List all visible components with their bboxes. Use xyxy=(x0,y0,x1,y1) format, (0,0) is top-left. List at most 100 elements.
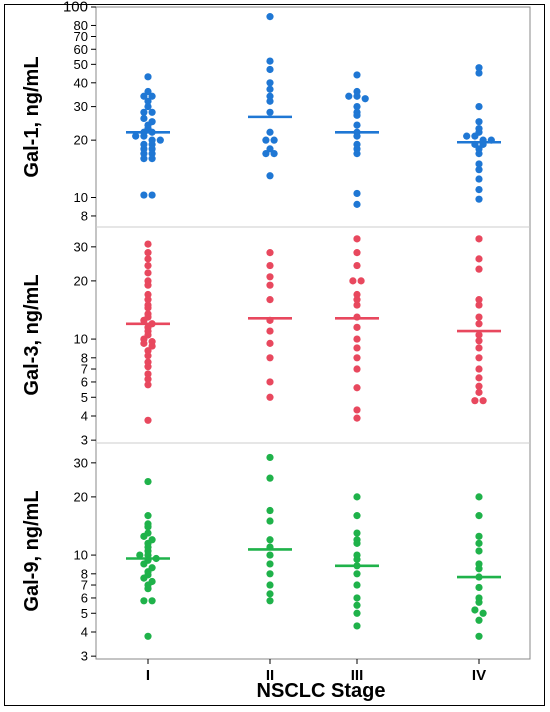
data-point xyxy=(144,255,152,263)
data-point xyxy=(471,397,479,405)
data-point xyxy=(156,136,164,144)
data-point xyxy=(140,339,148,347)
y-tick-label: 20 xyxy=(74,273,88,288)
data-point xyxy=(144,523,152,531)
data-point xyxy=(353,189,361,198)
data-point xyxy=(475,265,483,273)
data-point xyxy=(144,477,152,486)
data-point xyxy=(475,512,483,520)
data-point xyxy=(144,363,152,371)
data-point xyxy=(140,92,148,100)
data-point xyxy=(262,149,270,158)
data-point xyxy=(266,145,274,153)
data-point xyxy=(144,261,152,270)
data-point xyxy=(144,290,152,299)
data-point xyxy=(266,65,274,74)
data-point xyxy=(475,382,483,390)
data-point xyxy=(144,87,152,96)
data-point xyxy=(266,581,274,589)
data-point xyxy=(140,155,148,163)
data-point xyxy=(475,186,483,194)
data-point xyxy=(262,136,270,144)
data-point xyxy=(353,71,361,79)
y-tick-label: 30 xyxy=(74,455,88,470)
data-point xyxy=(475,320,483,328)
data-point xyxy=(140,597,148,605)
data-point xyxy=(479,609,487,617)
data-point xyxy=(475,235,483,243)
data-point xyxy=(353,384,361,392)
data-point xyxy=(266,273,274,281)
data-point xyxy=(144,73,152,81)
data-point xyxy=(475,539,483,547)
data-point xyxy=(353,354,361,362)
y-tick-label: 30 xyxy=(74,239,88,254)
data-point xyxy=(266,13,274,21)
data-point xyxy=(148,597,156,605)
data-point xyxy=(475,331,483,339)
data-point xyxy=(475,103,483,111)
data-point xyxy=(266,506,274,515)
data-point xyxy=(266,536,274,544)
data-point xyxy=(353,512,361,520)
y-tick-label: 7 xyxy=(81,578,88,593)
data-point xyxy=(463,132,471,140)
data-point xyxy=(475,118,483,126)
y-tick-label: 8 xyxy=(81,208,88,223)
data-point xyxy=(266,393,274,401)
x-category-label: I xyxy=(146,667,150,684)
data-point xyxy=(353,261,361,270)
data-point xyxy=(136,551,144,559)
x-category-label: IV xyxy=(472,667,486,684)
data-point xyxy=(475,344,483,352)
data-point xyxy=(144,352,152,360)
y-tick-label: 3 xyxy=(81,649,88,664)
data-point xyxy=(266,97,274,105)
data-point xyxy=(475,365,483,373)
y-tick-label: 50 xyxy=(74,57,88,72)
y-tick-label: 8 xyxy=(81,350,88,365)
data-point xyxy=(266,85,274,93)
y-tick-label: 30 xyxy=(74,99,88,114)
data-point xyxy=(475,388,483,396)
data-point xyxy=(144,551,152,559)
y-tick-label: 7 xyxy=(81,362,88,377)
data-point xyxy=(353,335,361,343)
data-point xyxy=(266,474,274,482)
y-tick-label: 100 xyxy=(63,0,88,16)
data-point xyxy=(148,108,156,116)
x-category-label: II xyxy=(266,667,274,684)
data-point xyxy=(353,301,361,309)
data-point xyxy=(361,95,369,103)
data-point xyxy=(140,532,148,540)
data-point xyxy=(353,235,361,243)
data-point xyxy=(266,590,274,598)
data-point xyxy=(353,414,361,422)
data-point xyxy=(266,327,274,335)
data-point xyxy=(353,111,361,119)
data-point xyxy=(144,416,152,424)
data-point xyxy=(475,195,483,203)
data-point xyxy=(353,609,361,617)
data-point xyxy=(479,397,487,405)
data-point xyxy=(266,570,274,578)
y-tick-label: 4 xyxy=(81,625,88,640)
data-point xyxy=(144,304,152,312)
data-point xyxy=(270,149,278,158)
data-point xyxy=(475,255,483,263)
data-point xyxy=(353,570,361,578)
plot-border xyxy=(95,6,531,660)
data-point xyxy=(475,354,483,362)
data-point xyxy=(266,281,274,289)
data-point xyxy=(148,92,156,100)
data-point xyxy=(353,296,361,304)
data-point xyxy=(266,551,274,559)
x-category-label: III xyxy=(351,667,364,684)
data-point xyxy=(353,365,361,373)
data-point xyxy=(266,597,274,605)
data-point xyxy=(266,128,274,136)
data-point xyxy=(266,92,274,100)
data-point xyxy=(266,108,274,116)
data-point xyxy=(266,261,274,270)
